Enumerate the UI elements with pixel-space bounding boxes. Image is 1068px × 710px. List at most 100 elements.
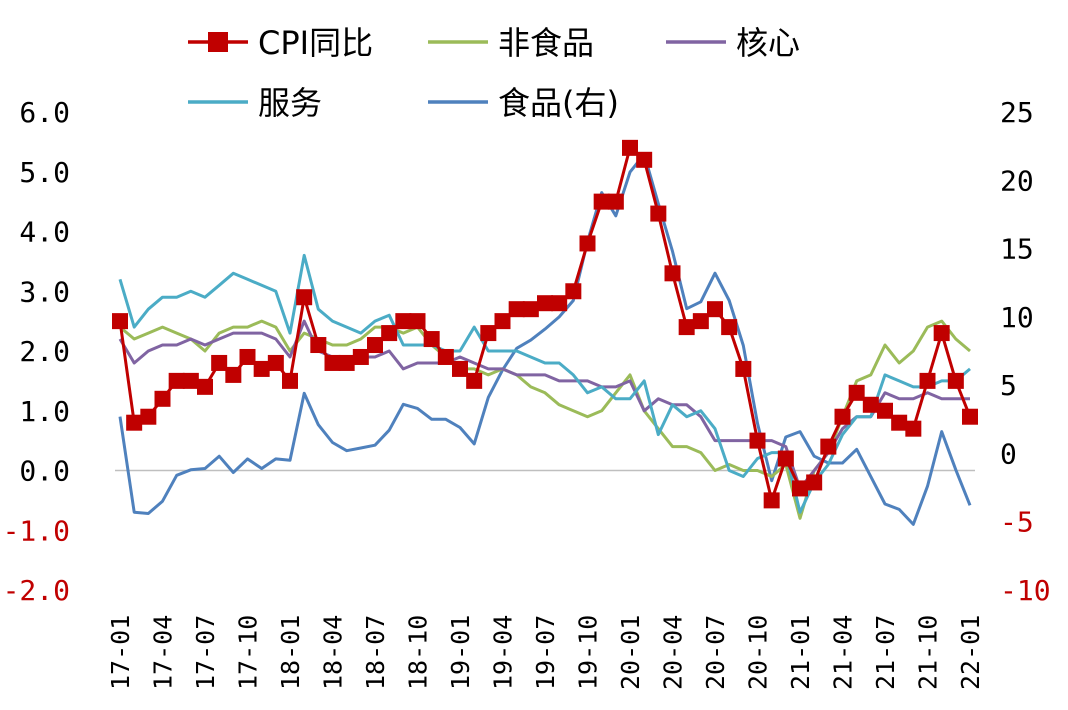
cpi-marker xyxy=(338,354,355,371)
cpi-marker xyxy=(211,354,228,371)
legend-label: 非食品 xyxy=(498,24,594,62)
x-tick-label: 21-04 xyxy=(829,615,858,690)
legend-label: CPI同比 xyxy=(258,24,373,62)
series-line-4 xyxy=(118,152,972,526)
x-tick-label: 17-07 xyxy=(191,615,220,690)
cpi-marker xyxy=(962,408,978,425)
cpi-marker xyxy=(947,372,964,389)
right-y-axis: 25 20 15 10 5 0 -5 -10 xyxy=(1000,96,1051,607)
cpi-marker xyxy=(126,414,143,431)
cpi-marker xyxy=(508,301,525,318)
right-tick-label: 15 xyxy=(1000,233,1034,266)
cpi-marker xyxy=(862,396,879,413)
cpi-marker xyxy=(423,331,440,348)
cpi-marker xyxy=(622,139,638,156)
cpi-marker xyxy=(777,450,794,467)
cpi-marker xyxy=(324,354,341,371)
legend-marker xyxy=(208,32,228,52)
x-tick-label: 19-07 xyxy=(531,615,560,690)
cpi-marker xyxy=(437,348,454,365)
right-tick-label: 5 xyxy=(1000,369,1017,402)
cpi-marker xyxy=(848,384,865,401)
cpi-marker xyxy=(352,348,369,365)
legend-label: 食品(右) xyxy=(498,84,619,122)
cpi-marker xyxy=(381,325,398,342)
cpi-marker xyxy=(480,325,497,342)
cpi-marker xyxy=(197,378,213,395)
right-tick-label: 0 xyxy=(1000,437,1017,470)
left-tick-label: -2.0 xyxy=(3,574,70,607)
cpi-marker xyxy=(551,295,568,312)
cpi-marker xyxy=(154,390,171,407)
x-tick-label: 19-04 xyxy=(489,615,518,690)
cpi-marker xyxy=(579,235,596,252)
x-tick-label: 18-07 xyxy=(361,615,390,690)
right-tick-label: 25 xyxy=(1000,96,1034,129)
left-tick-label: 1.0 xyxy=(19,395,70,428)
cpi-marker xyxy=(182,372,199,389)
cpi-marker xyxy=(253,360,270,377)
left-y-axis: 6.0 5.0 4.0 3.0 2.0 1.0 0.0 -1.0 -2.0 xyxy=(3,96,70,607)
x-tick-label: 20-07 xyxy=(701,615,730,690)
cpi-marker xyxy=(891,414,908,431)
series-line-0 xyxy=(118,146,972,502)
cpi-marker xyxy=(692,313,709,330)
x-tick-label: 18-04 xyxy=(319,615,348,690)
cpi-marker xyxy=(820,438,837,455)
cpi-marker xyxy=(466,372,483,389)
cpi-marker xyxy=(650,205,667,222)
legend-label: 服务 xyxy=(258,84,322,122)
cpi-marker xyxy=(919,372,936,389)
x-tick-label: 21-10 xyxy=(914,615,943,690)
x-tick-label: 17-01 xyxy=(106,615,135,690)
cpi-marker xyxy=(933,325,950,342)
left-tick-label: 6.0 xyxy=(19,96,70,129)
cpi-marker xyxy=(834,408,851,425)
cpi-marker xyxy=(877,402,893,419)
cpi-marker xyxy=(168,372,185,389)
cpi-marker xyxy=(593,193,610,210)
cpi-marker xyxy=(678,319,695,336)
cpi-marker xyxy=(749,432,766,449)
right-tick-label: 10 xyxy=(1000,301,1034,334)
series-layer xyxy=(112,139,978,526)
x-tick-label: 18-01 xyxy=(276,615,305,690)
cpi-marker xyxy=(905,420,922,437)
left-tick-label: 2.0 xyxy=(19,335,70,368)
cpi-marker xyxy=(452,360,468,377)
cpi-marker xyxy=(763,492,780,509)
cpi-marker xyxy=(409,313,426,330)
x-tick-label: 22-01 xyxy=(956,615,985,690)
cpi-marker xyxy=(112,313,128,330)
left-tick-label: 4.0 xyxy=(19,216,70,249)
cpi-marker xyxy=(282,372,298,389)
cpi-marker xyxy=(735,360,752,377)
cpi-marker xyxy=(721,319,738,336)
right-tick-label: 20 xyxy=(1000,164,1034,197)
x-tick-label: 18-10 xyxy=(404,615,433,690)
cpi-marker xyxy=(522,301,539,318)
cpi-marker xyxy=(140,408,157,425)
cpi-marker xyxy=(395,313,412,330)
cpi-marker xyxy=(565,283,582,300)
x-tick-label: 21-07 xyxy=(871,615,900,690)
left-tick-label: 5.0 xyxy=(19,156,70,189)
cpi-marker xyxy=(239,348,256,365)
left-tick-label: 0.0 xyxy=(19,455,70,488)
right-tick-label: -5 xyxy=(1000,506,1034,539)
x-tick-label: 20-01 xyxy=(616,615,645,690)
x-axis: 17-01 17-04 17-07 17-10 18-01 18-04 18-07 18-10… xyxy=(106,615,985,690)
x-tick-label: 17-04 xyxy=(149,615,178,690)
legend-label: 核心 xyxy=(736,24,800,62)
cpi-marker xyxy=(225,366,242,383)
cpi-marker xyxy=(267,354,284,371)
right-tick-label: -10 xyxy=(1000,574,1051,607)
cpi-marker xyxy=(636,151,653,168)
x-tick-label: 19-10 xyxy=(574,615,603,690)
x-tick-label: 19-01 xyxy=(446,615,475,690)
cpi-marker xyxy=(806,474,823,491)
cpi-marker xyxy=(296,289,313,306)
cpi-marker xyxy=(707,301,723,318)
